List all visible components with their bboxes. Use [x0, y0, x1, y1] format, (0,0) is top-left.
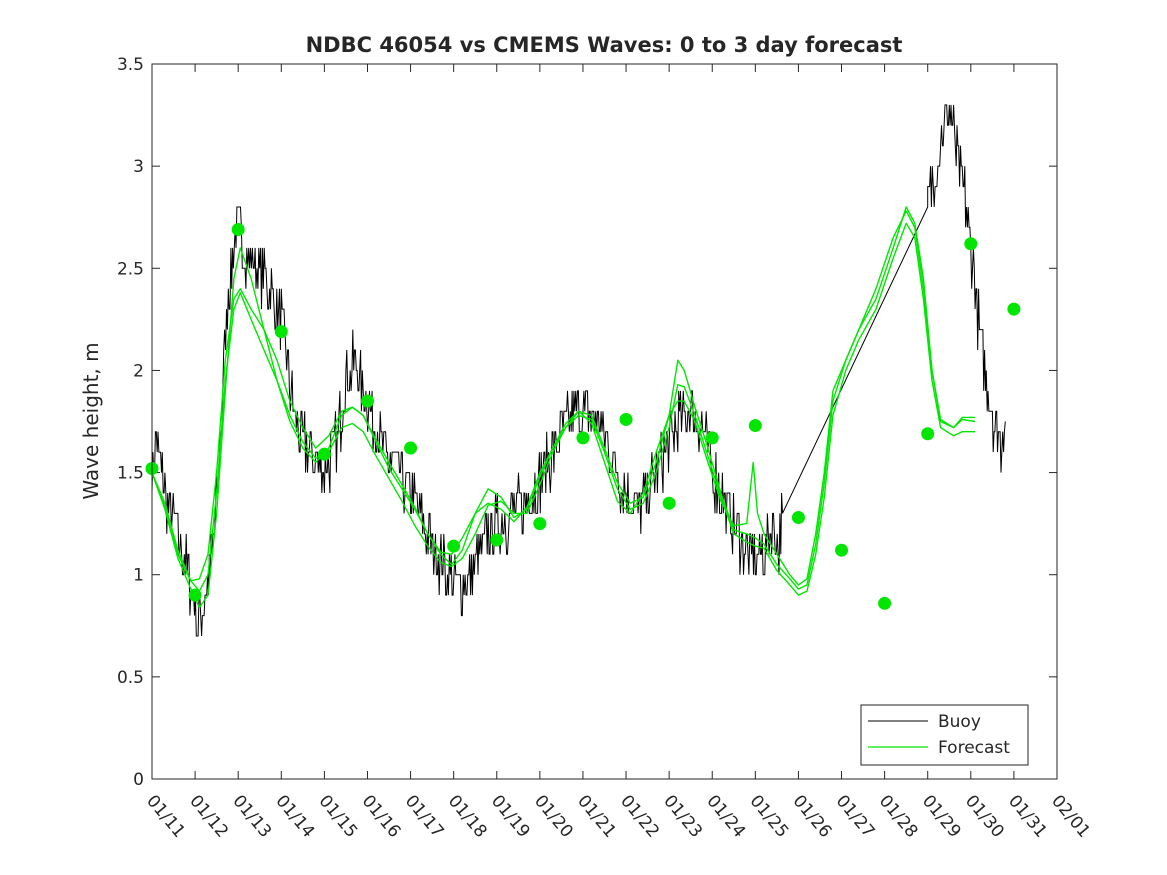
y-tick-label: 2 — [133, 361, 144, 381]
analysis-point — [533, 517, 547, 531]
y-tick-label: 0 — [133, 770, 144, 790]
analysis-point — [1007, 302, 1021, 316]
analysis-point — [231, 222, 245, 236]
analysis-point — [662, 496, 676, 510]
analysis-point — [921, 427, 935, 441]
analysis-point — [705, 431, 719, 445]
series-line-forecast-2 — [152, 222, 976, 596]
y-tick-label: 0.5 — [117, 668, 144, 688]
y-tick-label: 1.5 — [117, 464, 144, 484]
y-tick-label: 3 — [133, 157, 144, 177]
analysis-point — [964, 237, 978, 251]
analysis-point — [490, 533, 504, 547]
chart-title: NDBC 46054 vs CMEMS Waves: 0 to 3 day fo… — [306, 33, 903, 57]
series-line-forecast-1 — [152, 206, 976, 590]
plot-frame — [151, 63, 1058, 780]
y-axis-label: Wave height, m — [79, 342, 103, 499]
analysis-point — [791, 511, 805, 525]
legend: Buoy Forecast — [860, 704, 1029, 766]
analysis-point — [748, 419, 762, 433]
y-tick-label: 2.5 — [117, 259, 144, 279]
series-layer — [152, 104, 1006, 637]
y-axis-ticks: 0 0.5 1 1.5 2 2.5 3 3.5 — [117, 55, 1057, 790]
analysis-point — [317, 447, 331, 461]
analysis-point — [447, 539, 461, 553]
series-line-forecast-3 — [152, 210, 976, 609]
analysis-point — [404, 441, 418, 455]
y-tick-label: 3.5 — [117, 55, 144, 75]
legend-box — [860, 704, 1029, 766]
analysis-point-layer — [145, 222, 1021, 610]
analysis-point — [835, 543, 849, 557]
legend-label-buoy: Buoy — [938, 712, 981, 732]
legend-label-forecast: Forecast — [938, 738, 1010, 758]
analysis-point — [360, 394, 374, 408]
y-tick-label: 1 — [133, 566, 144, 586]
plot-area — [152, 64, 1057, 779]
analysis-point — [274, 325, 288, 339]
analysis-point — [188, 588, 202, 602]
analysis-point — [576, 431, 590, 445]
analysis-point — [878, 596, 892, 610]
analysis-point — [619, 412, 633, 426]
